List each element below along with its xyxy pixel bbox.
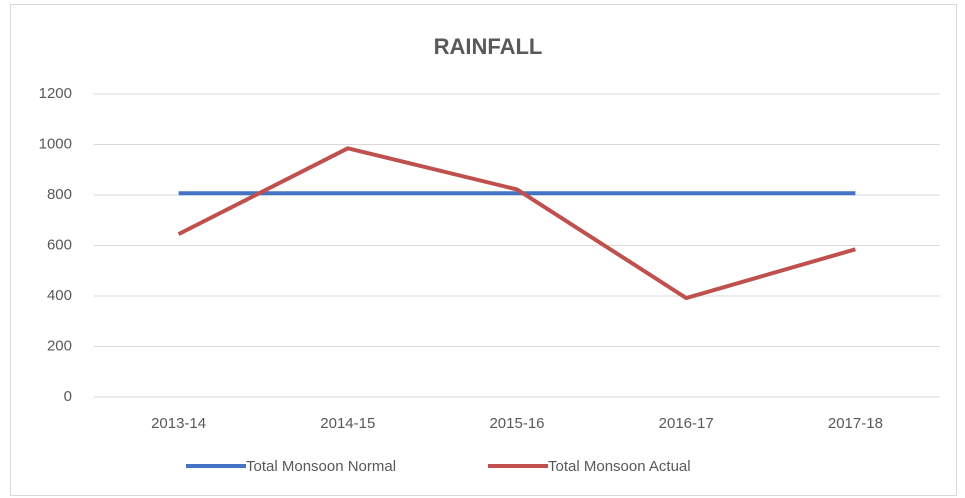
y-tick-label: 200 — [47, 337, 72, 354]
y-tick-label: 1000 — [39, 135, 72, 152]
chart-frame — [10, 4, 957, 496]
x-tick-label: 2017-18 — [828, 415, 883, 432]
legend-label: Total Monsoon Normal — [246, 458, 396, 475]
y-tick-label: 1200 — [39, 85, 72, 102]
y-tick-label: 0 — [64, 388, 72, 405]
y-tick-label: 800 — [47, 186, 72, 203]
x-tick-label: 2013-14 — [151, 415, 206, 432]
x-tick-label: 2016-17 — [659, 415, 714, 432]
x-tick-label: 2015-16 — [489, 415, 544, 432]
legend-label: Total Monsoon Actual — [548, 458, 691, 475]
y-tick-label: 400 — [47, 287, 72, 304]
chart-title: RAINFALL — [434, 34, 543, 59]
x-tick-label: 2014-15 — [320, 415, 375, 432]
y-tick-label: 600 — [47, 236, 72, 253]
series-line — [177, 146, 856, 301]
